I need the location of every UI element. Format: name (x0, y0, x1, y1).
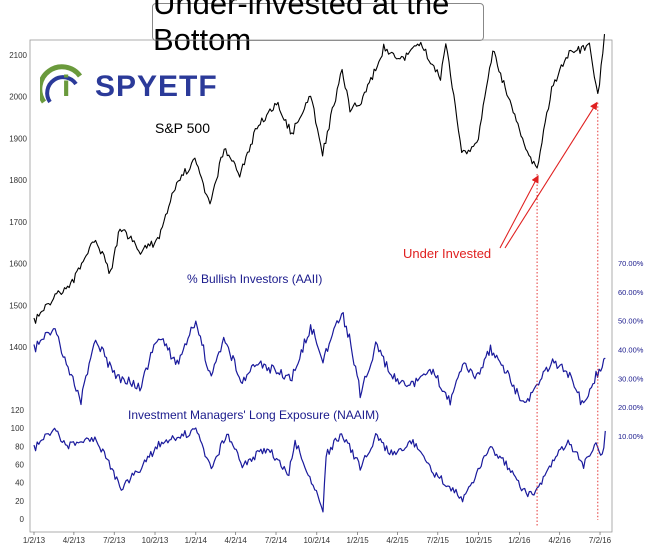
x-tick-label: 4/2/15 (386, 536, 409, 545)
x-tick-label: 7/2/15 (427, 536, 450, 545)
spx-y-tick-label: 2000 (9, 93, 27, 102)
spx-y-tick-label: 1700 (9, 218, 27, 227)
aaii-y-tick-label: 30.00% (618, 374, 644, 383)
x-tick-label: 4/2/16 (549, 536, 572, 545)
aaii-y-tick-label: 40.00% (618, 346, 644, 355)
naaim-y-tick-label: 120 (11, 406, 25, 415)
x-tick-label: 7/2/14 (265, 536, 288, 545)
logo-arc-icon (40, 64, 83, 104)
x-tick-label: 10/2/14 (303, 536, 330, 545)
x-tick-label: 7/2/16 (589, 536, 612, 545)
spx-y-tick-label: 1900 (9, 134, 27, 143)
plot-frame (29, 39, 613, 533)
annotation-arrow (499, 175, 539, 249)
x-tick-label: 1/2/14 (185, 536, 208, 545)
aaii-y-tick-label: 60.00% (618, 288, 644, 297)
spx-label: S&P 500 (155, 120, 210, 136)
naaim-y-tick-label: 80 (15, 442, 24, 451)
naaim-y-tick-label: 40 (15, 479, 24, 488)
x-tick-label: 7/2/13 (103, 536, 126, 545)
naaim-y-tick-label: 20 (15, 497, 24, 506)
naaim-y-tick-label: 0 (20, 515, 25, 524)
spx-line (33, 34, 606, 324)
aaii-line (33, 312, 606, 406)
aaii-y-tick-label: 10.00% (618, 432, 644, 441)
aaii-y-tick-label: 70.00% (618, 259, 644, 268)
aaii-y-tick-label: 50.00% (618, 317, 644, 326)
logo-text: SPYETF (95, 70, 218, 103)
x-tick-label: 10/2/15 (465, 536, 492, 545)
spx-y-tick-label: 1600 (9, 260, 27, 269)
x-tick-label: 4/2/13 (63, 536, 86, 545)
x-tick-label: 4/2/14 (225, 536, 248, 545)
spx-y-tick-label: 2100 (9, 51, 27, 60)
x-tick-label: 10/2/13 (142, 536, 169, 545)
spx-y-tick-label: 1800 (9, 176, 27, 185)
ispyetf-logo: i SPYETF (40, 62, 217, 106)
spx-y-tick-label: 1400 (9, 343, 27, 352)
aaii-label: % Bullish Investors (AAII) (187, 272, 322, 286)
aaii-y-tick-label: 20.00% (618, 403, 644, 412)
naaim-label: Investment Managers' Long Exposure (NAAI… (128, 408, 379, 422)
chart-title: Under-invested at the Bottom (152, 0, 484, 57)
x-tick-label: 1/2/16 (508, 536, 531, 545)
annotation-arrow (504, 101, 598, 249)
logo-prefix: i (62, 70, 71, 103)
naaim-y-tick-label: 100 (11, 424, 25, 433)
x-tick-label: 1/2/13 (23, 536, 46, 545)
annotation-label: Under Invested (403, 246, 491, 261)
naaim-y-tick-label: 60 (15, 461, 24, 470)
spx-y-tick-label: 1500 (9, 301, 27, 310)
naaim-line (33, 427, 606, 513)
x-tick-label: 1/2/15 (346, 536, 369, 545)
